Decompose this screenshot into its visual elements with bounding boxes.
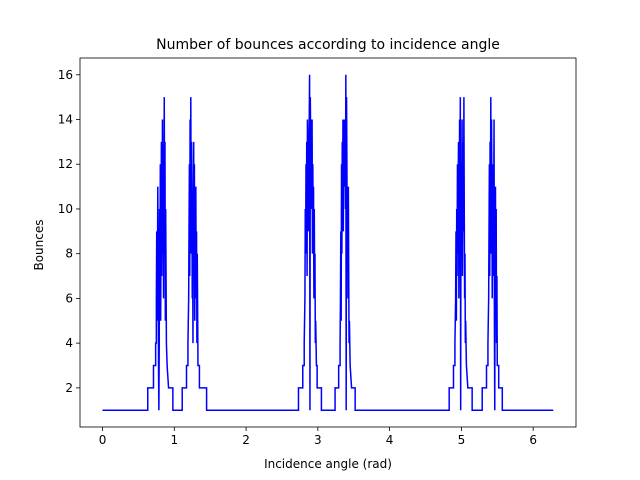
y-tick-label: 4 [65,336,73,350]
x-tick-label: 6 [529,433,537,447]
y-axis-label: Bounces [32,219,46,270]
x-axis-label: Incidence angle (rad) [264,457,392,471]
y-tick-label: 10 [58,202,73,216]
x-tick-label: 2 [242,433,250,447]
series-line-0 [102,74,554,411]
axes-frame [79,57,577,428]
x-tick-label: 4 [386,433,394,447]
y-tick-label: 12 [58,157,73,171]
y-tick-label: 16 [58,68,73,82]
x-tick-label: 1 [170,433,178,447]
x-tick-label: 0 [99,433,107,447]
y-tick-label: 14 [58,113,73,127]
y-tick-label: 6 [65,291,73,305]
chart-title: Number of bounces according to incidence… [156,37,500,53]
x-tick-label: 5 [458,433,466,447]
x-tick-label: 3 [314,433,322,447]
y-tick-label: 2 [65,381,73,395]
y-tick-label: 8 [65,247,73,261]
